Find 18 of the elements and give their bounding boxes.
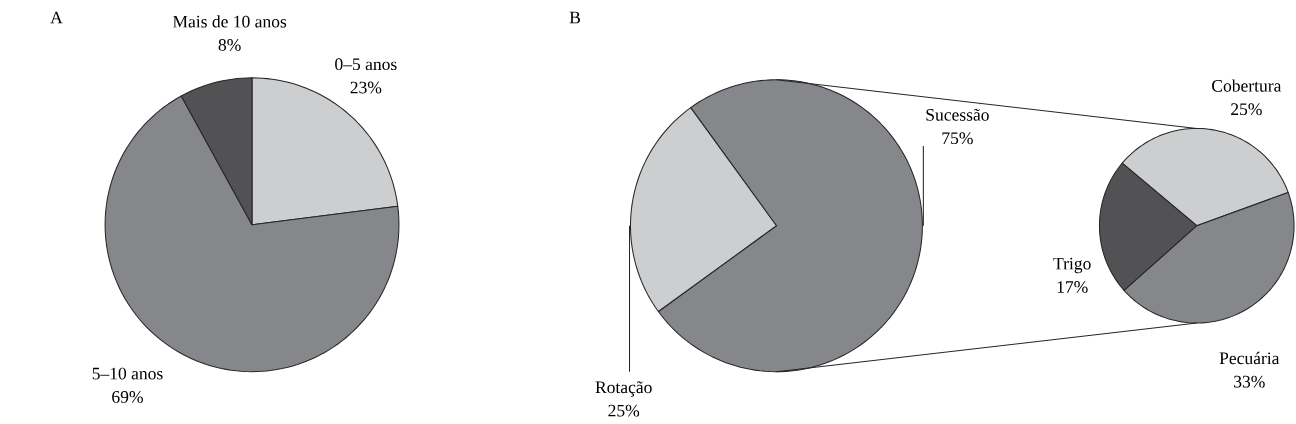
chart-title: B (569, 11, 581, 24)
slice-label: Cobertura (1212, 79, 1282, 92)
data-label: 25% (608, 404, 640, 417)
data-label: 75% (942, 132, 973, 145)
slice-label: Rotação (595, 381, 652, 397)
data-label: 33% (1234, 375, 1265, 388)
chart-title: A (50, 11, 63, 24)
data-label: 23% (350, 81, 382, 94)
data-label: 25% (1231, 103, 1262, 116)
slice-label: 0–5 anos (335, 58, 397, 70)
data-label: 17% (1057, 280, 1088, 293)
slice-label: 5–10 anos (92, 367, 163, 380)
data-label: 69% (112, 390, 143, 403)
data-label: 8% (218, 38, 241, 51)
slice-label: Mais de 10 anos (172, 15, 287, 28)
slice-label: Trigo (1053, 257, 1091, 274)
slice-label: Pecuária (1219, 351, 1280, 365)
slice-label: Sucessão (926, 108, 989, 121)
